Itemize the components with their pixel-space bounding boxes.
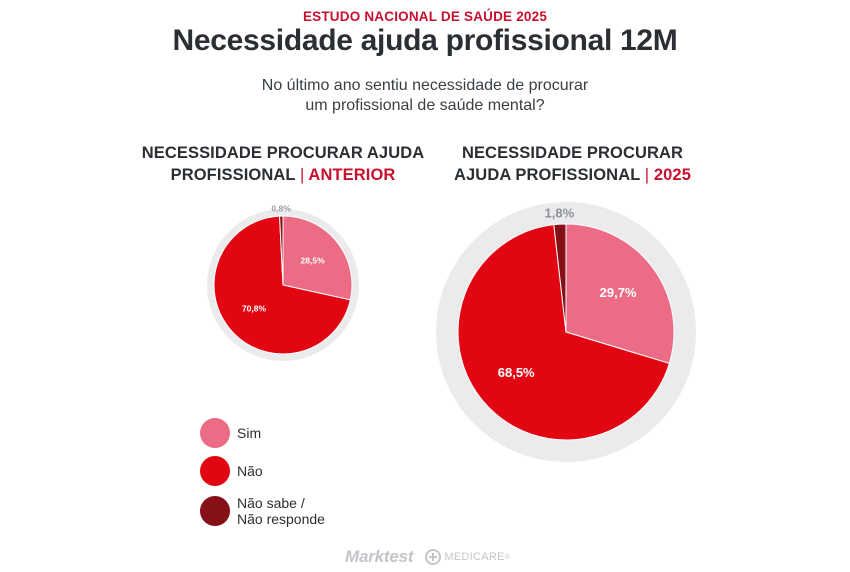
- slice-nao-sabe: [279, 215, 284, 286]
- data-label-sim: 29,7%: [600, 285, 637, 300]
- registered-mark: ®: [504, 553, 511, 561]
- legend-swatch-sim: [200, 418, 230, 448]
- chart-2025-heading: NECESSIDADE PROCURAR AJUDA PROFISSIONAL …: [420, 142, 725, 186]
- legend-swatch-nao-sabe: [200, 496, 230, 526]
- chart-anterior-heading-tag: ANTERIOR: [308, 166, 396, 184]
- chart-anterior-heading: NECESSIDADE PROCURAR AJUDA PROFISSIONAL …: [130, 142, 436, 186]
- pie-chart-2025: 29,7% 68,5% 1,8%: [436, 202, 696, 462]
- heading-separator: |: [644, 166, 650, 184]
- chart-2025-heading-tag: 2025: [653, 166, 691, 184]
- chart-anterior-heading-line-1: NECESSIDADE PROCURAR AJUDA: [141, 144, 425, 162]
- marktest-logo: Marktest: [345, 547, 414, 566]
- chart-2025-heading-line-1: NECESSIDADE PROCURAR: [461, 144, 684, 162]
- legend-item-nao: Não: [200, 456, 263, 486]
- heading-separator: |: [299, 166, 305, 184]
- data-label-nao-sabe: 0,8%: [271, 203, 291, 213]
- slice-nao: [457, 224, 670, 441]
- kicker: ESTUDO NACIONAL DE SAÚDE 2025: [302, 9, 548, 24]
- legend-label-nao-sabe: Não sabe / Não responde: [237, 495, 325, 527]
- legend-swatch-nao: [200, 456, 230, 486]
- legend-label-line: Sim: [237, 425, 262, 441]
- slice-sim: [565, 223, 675, 365]
- slice-nao: [213, 215, 351, 355]
- pie-chart-anterior: 28,5% 70,8% 0,8%: [207, 203, 359, 361]
- chart-anterior-heading-main: PROFISSIONAL: [170, 166, 296, 184]
- legend-item-sim: Sim: [200, 418, 261, 448]
- subtitle: No último ano sentiu necessidade de proc…: [225, 76, 625, 116]
- slice-nao-sabe: [553, 223, 567, 333]
- footer-logos: Marktest MEDICARE ®: [345, 547, 510, 567]
- data-label-nao: 70,8%: [242, 304, 267, 314]
- medicare-logo-text: MEDICARE: [444, 551, 505, 563]
- legend-label-line: Não responde: [237, 511, 325, 527]
- data-label-sim: 28,5%: [301, 255, 326, 265]
- slice-sim: [282, 215, 353, 301]
- chart-anterior-heading-line-2: PROFISSIONAL | ANTERIOR: [130, 164, 436, 186]
- chart-2025-heading-line-2: AJUDA PROFISSIONAL | 2025: [420, 164, 725, 186]
- data-label-nao: 68,5%: [498, 365, 535, 380]
- legend-item-nao-sabe: Não sabe / Não responde: [200, 495, 325, 527]
- legend-label-sim: Sim: [237, 425, 261, 441]
- data-label-nao-sabe: 1,8%: [545, 206, 575, 221]
- medical-cross-icon: [425, 549, 442, 565]
- subtitle-line-1: No último ano sentiu necessidade de proc…: [261, 77, 589, 94]
- legend-label-line: Não sabe /: [237, 495, 305, 511]
- subtitle-line-2: um profissional de saúde mental?: [305, 97, 545, 114]
- legend-label-nao: Não: [237, 463, 263, 479]
- chart-2025-heading-main: AJUDA PROFISSIONAL: [454, 166, 641, 184]
- medicare-logo: MEDICARE ®: [425, 549, 510, 565]
- legend-label-line: Não: [237, 463, 263, 479]
- page-title: Necessidade ajuda profissional 12M: [172, 24, 678, 57]
